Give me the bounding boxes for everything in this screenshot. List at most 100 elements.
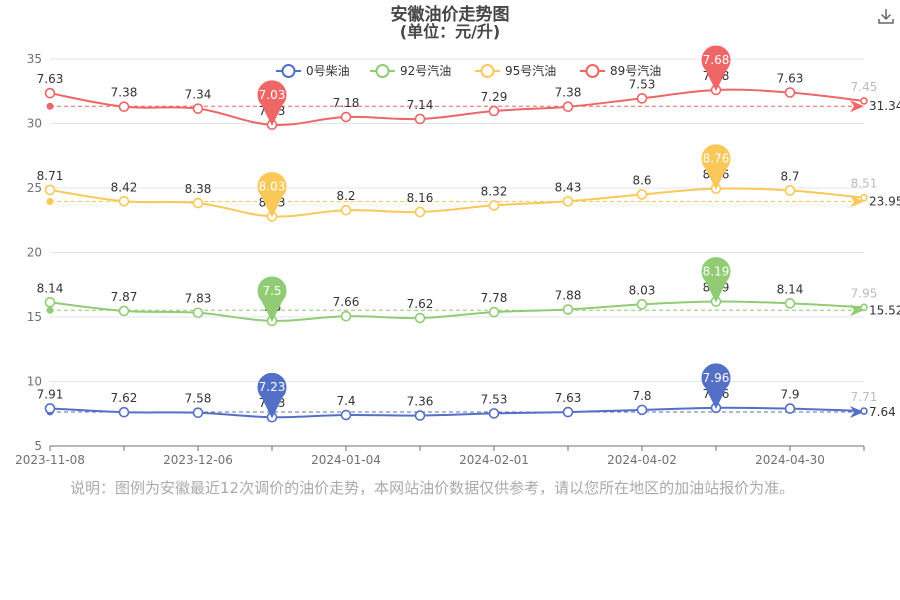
- pin-label: 7.23: [259, 380, 286, 394]
- data-label: 8.71: [37, 169, 64, 183]
- data-point: [414, 312, 426, 324]
- data-label: 7.14: [407, 98, 434, 112]
- data-point: [636, 404, 648, 416]
- data-label: 7.95: [851, 286, 878, 300]
- extreme-pin: 7.68: [701, 45, 731, 92]
- pin-marker: [701, 257, 731, 303]
- y-tick-label: 25: [27, 181, 42, 195]
- pin-marker: [257, 80, 287, 126]
- data-point: [488, 105, 500, 117]
- data-point: [488, 306, 500, 318]
- pin-label: 7.96: [703, 371, 730, 385]
- series-line: [49, 300, 865, 322]
- data-point: [784, 403, 796, 414]
- pin-marker: [257, 276, 287, 322]
- data-label: 7.63: [37, 72, 64, 86]
- data-point: [414, 113, 426, 125]
- extreme-pin: 8.19: [701, 257, 731, 303]
- data-point: [414, 206, 426, 218]
- pin-label: 8.19: [703, 265, 730, 279]
- data-point: [414, 410, 426, 421]
- extreme-pin: 7.23: [257, 372, 287, 419]
- average-line-arrow: [850, 405, 864, 418]
- data-label: 7.88: [555, 289, 582, 303]
- pin-marker: [257, 372, 287, 419]
- data-point: [562, 195, 574, 207]
- extreme-pin: 7.96: [701, 363, 731, 409]
- data-label: 7.53: [629, 77, 656, 91]
- data-point: [784, 87, 796, 98]
- chart-note: 说明：图例为安徽最近12次调价的油价走势，本网站油价数据仅供参考，请以您所在地区…: [70, 479, 795, 497]
- data-label: 7.45: [851, 80, 878, 94]
- data-label: 7.34: [185, 88, 212, 102]
- series-line: [49, 187, 865, 218]
- data-label: 8.38: [185, 182, 212, 196]
- extreme-pin: 7.5: [257, 276, 287, 322]
- series-line: [49, 406, 865, 419]
- data-label: 8.2: [336, 189, 355, 203]
- data-point: [192, 197, 204, 209]
- data-label: 7.63: [555, 391, 582, 405]
- data-label: 8.43: [555, 180, 582, 194]
- data-point: [118, 101, 130, 113]
- data-point: [340, 409, 352, 421]
- average-line-arrow: [850, 100, 864, 113]
- extreme-pin: 7.03: [257, 80, 287, 126]
- average-label: 7.64: [869, 405, 896, 419]
- data-label: 8.42: [111, 180, 138, 194]
- y-tick-label: 5: [34, 439, 42, 453]
- pin-label: 7.03: [259, 88, 286, 102]
- pin-marker: [701, 45, 731, 92]
- legend-item: 0号柴油: [276, 64, 350, 78]
- data-point: [562, 304, 574, 315]
- chart-subtitle: (单位：元/升): [400, 22, 500, 41]
- data-point: [562, 406, 574, 418]
- data-label: 8.6: [632, 173, 651, 187]
- data-label: 8.51: [851, 177, 878, 191]
- pin-label: 8.03: [259, 179, 286, 193]
- extreme-pin: 8.03: [257, 172, 287, 218]
- y-tick-label: 10: [27, 375, 42, 389]
- data-label: 7.78: [481, 291, 508, 305]
- data-label: 7.9: [780, 388, 799, 402]
- chart-title: 安徽油价走势图: [391, 4, 510, 25]
- data-label: 7.38: [111, 86, 138, 100]
- data-point: [118, 195, 130, 207]
- average-label: 15.52: [869, 303, 900, 317]
- data-label: 7.91: [37, 387, 64, 401]
- data-point: [118, 406, 130, 418]
- pin-marker: [701, 144, 731, 190]
- data-label: 8.7: [780, 169, 799, 183]
- data-point: [488, 408, 500, 419]
- pin-marker: [701, 363, 731, 409]
- data-label: 7.83: [185, 292, 212, 306]
- pin-label: 7.5: [262, 284, 281, 298]
- data-point: [340, 310, 352, 322]
- x-tick-label: 2023-12-06: [163, 453, 233, 467]
- data-point: [636, 189, 648, 200]
- pin-label: 7.68: [703, 53, 730, 67]
- average-line-arrow: [850, 195, 864, 208]
- data-label: 7.58: [185, 392, 212, 406]
- data-label: 7.29: [481, 90, 508, 104]
- data-point: [784, 298, 796, 309]
- data-label: 7.71: [851, 390, 878, 404]
- data-point: [340, 204, 352, 216]
- data-label: 7.62: [407, 297, 434, 311]
- average-label: 23.95: [869, 195, 900, 209]
- legend-label: 92号汽油: [400, 63, 451, 78]
- x-tick-label: 2024-02-01: [459, 453, 529, 467]
- data-label: 7.38: [555, 86, 582, 100]
- average-line-start: [46, 102, 54, 110]
- average-line-start: [46, 198, 54, 206]
- legend-item: 95号汽油: [475, 63, 556, 78]
- pin-label: 8.76: [703, 152, 730, 166]
- legend-item: 92号汽油: [370, 63, 451, 78]
- legend-item: 89号汽油: [580, 63, 661, 78]
- series-line: [49, 88, 865, 126]
- legend-marker: [281, 64, 296, 78]
- download-icon[interactable]: [876, 6, 896, 26]
- data-point: [860, 193, 868, 202]
- data-label: 7.66: [333, 295, 360, 309]
- data-point: [44, 296, 56, 308]
